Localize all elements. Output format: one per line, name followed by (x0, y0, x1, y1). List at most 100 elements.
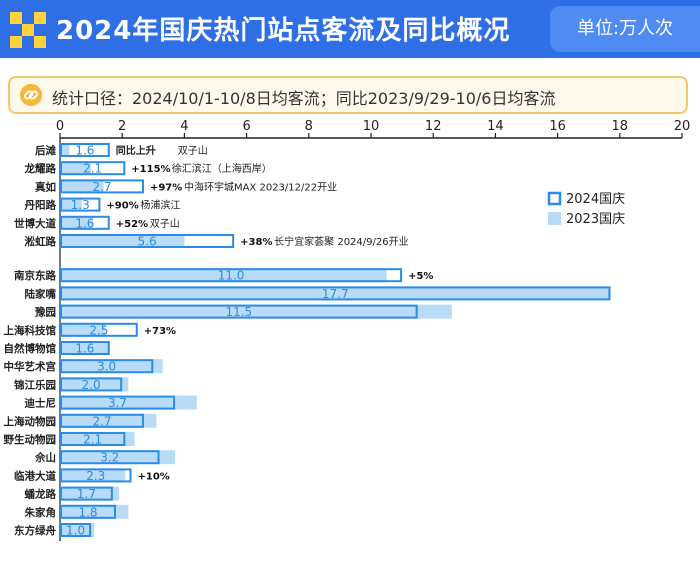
header-bar: 2024年国庆热门站点客流及同比概况 单位:万人次 (0, 0, 700, 58)
station-note: 双子山 (150, 218, 180, 230)
station-label: 朱家角 (25, 506, 57, 519)
bar-2024 (60, 304, 418, 319)
station-label: 临港大道 (14, 469, 56, 482)
bar-2024 (60, 486, 113, 501)
bar-2023 (60, 143, 70, 157)
value-label: 2.1 (83, 162, 102, 176)
bar-2024 (60, 523, 92, 537)
change-label: +90% (106, 201, 138, 212)
bar-2024 (60, 286, 611, 301)
value-label: 3.2 (100, 451, 119, 465)
bar-2024 (60, 432, 126, 446)
station-label: 锦江乐园 (14, 378, 56, 391)
change-label: +38% (240, 237, 272, 248)
bar-2023 (60, 161, 92, 176)
station-label: 蟠龙路 (25, 488, 57, 501)
station-label: 淞虹路 (25, 235, 57, 248)
bar-2023 (60, 504, 129, 519)
x-tick-label: 8 (305, 119, 313, 134)
value-label: 17.7 (322, 287, 349, 301)
value-label: 2.5 (89, 323, 108, 337)
unit-badge: 单位:万人次 (550, 6, 700, 52)
value-label: 1.6 (75, 216, 94, 230)
value-label: 1.6 (75, 342, 94, 356)
station-label: 上海科技馆 (4, 324, 57, 337)
x-tick-label: 20 (674, 119, 691, 134)
stat-note-box: 统计口径：2024/10/1-10/8日均客流；同比2023/9/29-10/6… (8, 76, 688, 114)
bar-2023 (60, 322, 106, 337)
bar-2023 (60, 234, 185, 248)
station-label: 豫园 (35, 306, 56, 319)
bar-2024 (60, 161, 126, 176)
station-label: 龙耀路 (24, 162, 57, 175)
link-icon (20, 84, 42, 106)
value-label: 2.0 (82, 378, 101, 392)
change-label: +10% (138, 471, 170, 482)
x-tick-label: 2 (118, 119, 126, 134)
bar-2024 (60, 341, 110, 355)
value-label: 3.0 (97, 360, 116, 374)
bar-2023 (60, 450, 176, 465)
bar-2023 (60, 486, 120, 501)
bar-2024 (60, 215, 110, 230)
change-label: +5% (408, 271, 433, 282)
value-label: 11.5 (225, 305, 252, 319)
station-label: 东方绿舟 (14, 524, 56, 537)
bar-2023 (60, 395, 197, 410)
change-label: +52% (116, 219, 148, 230)
x-tick-label: 12 (425, 119, 442, 134)
x-tick-label: 10 (363, 119, 380, 134)
bar-2023 (60, 468, 126, 483)
bar-2024 (60, 377, 123, 392)
value-label: 1.8 (78, 505, 97, 519)
legend-label-2024: 2024国庆 (566, 192, 625, 207)
x-tick-label: 0 (56, 119, 64, 134)
bar-2024 (60, 322, 138, 337)
bar-2023 (60, 304, 452, 319)
station-note-extra: 双子山 (178, 145, 208, 157)
bar-2023 (60, 341, 110, 355)
bar-2023 (60, 413, 157, 428)
bar-2023 (60, 432, 135, 446)
bar-2024 (60, 197, 101, 212)
x-tick-label: 18 (612, 119, 629, 134)
value-label: 1.3 (71, 198, 90, 212)
bar-2024 (60, 413, 144, 428)
station-label: 南京东路 (14, 269, 56, 282)
x-tick-label: 4 (180, 119, 188, 134)
bar-2024 (60, 395, 176, 410)
station-label: 后滩 (35, 144, 56, 157)
station-note: 长宁宜家荟聚 2024/9/26开业 (274, 235, 408, 248)
station-label: 迪士尼 (25, 397, 57, 410)
value-label: 1.6 (75, 144, 94, 158)
station-label: 真如 (35, 180, 56, 193)
bar-2023 (60, 286, 611, 301)
value-label: 3.7 (108, 396, 127, 410)
station-note: 徐汇滨江（上海西岸） (172, 162, 272, 175)
bar-2023 (60, 215, 93, 230)
change-label: +97% (150, 182, 182, 193)
change-label: +73% (144, 326, 176, 337)
bar-2023 (60, 359, 163, 374)
stat-note-text: 统计口径：2024/10/1-10/8日均客流；同比2023/9/29-10/6… (52, 89, 556, 108)
station-label: 中华艺术宫 (4, 360, 57, 373)
value-label: 1.0 (66, 524, 85, 538)
value-label: 2.7 (92, 414, 111, 428)
station-label: 陆家嘴 (25, 287, 57, 300)
station-label: 自然博物馆 (4, 342, 57, 355)
checker-logo-icon (10, 12, 46, 48)
station-note: 中海环宇城MAX 2023/12/22开业 (184, 180, 337, 193)
value-label: 2.7 (92, 180, 111, 194)
bar-2024 (60, 359, 154, 374)
x-tick-label: 16 (549, 119, 566, 134)
bar-2023 (60, 179, 104, 194)
bar-2024 (60, 234, 235, 248)
bar-2024 (60, 450, 160, 465)
bar-2024 (60, 504, 116, 519)
station-note: 杨浦滨江 (140, 199, 180, 212)
station-label: 上海动物园 (4, 415, 57, 428)
x-tick-label: 14 (487, 119, 504, 134)
value-label: 1.7 (77, 487, 96, 501)
legend-swatch-2023 (548, 212, 561, 225)
